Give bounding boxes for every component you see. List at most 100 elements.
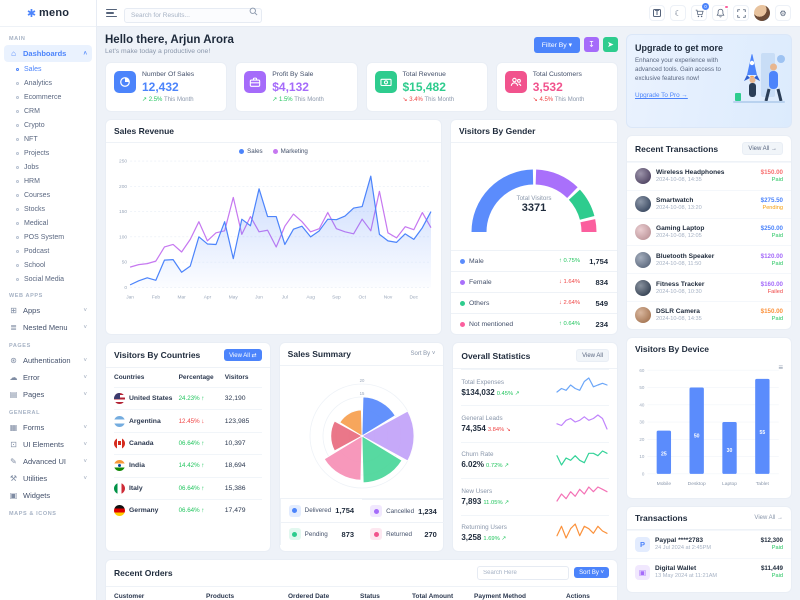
panel-title: Sales Revenue xyxy=(114,126,175,136)
country-row[interactable]: United States 24.23% ↑ 32,190 xyxy=(114,387,262,409)
product-name: Bluetooth Speaker xyxy=(656,252,715,260)
dark-mode-icon[interactable]: ☾ xyxy=(670,5,686,21)
transaction-item[interactable]: Bluetooth Speaker 2024-10-08, 11:50 $120… xyxy=(627,245,791,273)
bullet-icon xyxy=(16,263,19,267)
menu-icon: ⚒ xyxy=(9,474,18,483)
cart-icon[interactable]: 0 xyxy=(691,3,709,21)
column-header: Customer xyxy=(114,592,145,600)
device-bar-chart[interactable]: 0 10 20 30 40 50 60 25 Mobile 50 Desktop 30 Laptop 55… xyxy=(631,362,787,494)
search-input[interactable] xyxy=(124,7,262,23)
language-icon[interactable]: T xyxy=(649,5,665,21)
sales-revenue-chart[interactable]: 0 50 100 150 200 250 Jan Feb Mar Apr May Jun Jul Aug S… xyxy=(106,155,441,308)
menu-icon: ▦ xyxy=(9,423,18,432)
filter-by-button[interactable]: Filter By ▾ xyxy=(533,36,580,53)
transaction-item[interactable]: Fitness Tracker 2024-10-08, 10:30 $160.0… xyxy=(627,273,791,301)
sidebar-subitem[interactable]: School xyxy=(0,258,96,272)
sidebar-item[interactable]: ✎ Advanced UI ˅ xyxy=(4,453,92,470)
sidebar-item[interactable]: ⊞ Apps ˅ xyxy=(4,302,92,319)
column-header: Percentage xyxy=(178,374,214,381)
sidebar-subitem[interactable]: HRM xyxy=(0,174,96,188)
bullet-icon xyxy=(16,67,19,71)
stat-row-value: $134,032 xyxy=(461,387,495,397)
country-row[interactable]: Argentina 12.45% ↓ 123,985 xyxy=(114,409,262,431)
stat-change: ↘ 3.4% This Month xyxy=(402,97,455,103)
transaction-item[interactable]: DSLR Camera 2024-10-08, 14:35 $150.00 Pa… xyxy=(627,300,791,329)
sidebar-item[interactable]: ▦ Forms ˅ xyxy=(4,419,92,436)
sidebar-subitem[interactable]: POS System xyxy=(0,230,96,244)
sidebar-menu: MAIN ⌂ Dashboards ˄ Sales Analytics Ecom… xyxy=(0,27,96,517)
topbar-actions: T ☾ 0 ⚙ xyxy=(649,3,791,21)
transaction-status: Paid xyxy=(771,232,783,239)
sidebar-subitem[interactable]: Jobs xyxy=(0,160,96,174)
sidebar-item-label: Advanced UI xyxy=(23,457,66,466)
transaction-datetime: 13 May 2024 at 11:21AM xyxy=(655,573,718,580)
orders-sort-button[interactable]: Sort By ˅ xyxy=(574,567,609,579)
view-all-button[interactable]: View All xyxy=(576,349,610,362)
settings-icon[interactable]: ⚙ xyxy=(775,5,791,21)
sidebar-item[interactable]: ⊛ Authentication ˅ xyxy=(4,352,92,369)
svg-text:Mar: Mar xyxy=(178,294,187,300)
fullscreen-icon[interactable] xyxy=(733,5,749,21)
sidebar-subitem[interactable]: Medical xyxy=(0,216,96,230)
profile-avatar[interactable] xyxy=(754,5,770,21)
sidebar-subitem[interactable]: Crypto xyxy=(0,118,96,132)
country-row[interactable]: Italy 06.64% ↑ 15,386 xyxy=(114,476,262,499)
sidebar-item-dashboards[interactable]: ⌂ Dashboards ˄ xyxy=(4,45,92,62)
product-name: Wireless Headphones xyxy=(656,169,725,177)
column-header: Countries xyxy=(114,374,145,381)
transaction-datetime: 2024-10-08, 12:05 xyxy=(656,232,702,239)
menu-icon: ☁ xyxy=(9,373,18,382)
upgrade-pro-link[interactable]: Upgrade To Pro → xyxy=(635,91,688,99)
total-visitors-value: 3371 xyxy=(521,202,547,214)
sidebar-item[interactable]: ⚒ Utilities ˅ xyxy=(4,470,92,487)
app-logo[interactable]: ✱ meno xyxy=(0,0,96,27)
svg-text:May: May xyxy=(229,294,239,300)
sidebar-subitem[interactable]: Sales xyxy=(0,62,96,76)
transaction-item[interactable]: Smartwatch 2024-10-08, 13:20 $275.50 Pen… xyxy=(627,189,791,218)
transaction-item[interactable]: Wireless Headphones 2024-10-08, 14:35 $1… xyxy=(627,162,791,190)
notification-dot xyxy=(724,4,729,9)
sidebar-subitem[interactable]: Courses xyxy=(0,188,96,202)
sidebar-subitem[interactable]: Social Media xyxy=(0,272,96,286)
notifications-icon[interactable] xyxy=(712,4,729,21)
country-row[interactable]: Canada 06.64% ↑ 10,397 xyxy=(114,431,262,454)
country-row[interactable]: Germany 06.64% ↑ 17,479 xyxy=(114,498,262,521)
gender-gauge-chart[interactable] xyxy=(460,153,608,242)
sales-summary-chart[interactable]: 20 15 xyxy=(280,366,444,498)
view-all-button[interactable]: View All ⇄ xyxy=(224,349,262,361)
sidebar-subitem[interactable]: Projects xyxy=(0,146,96,160)
download-button[interactable]: ↧ xyxy=(584,37,599,52)
chart-menu-icon[interactable]: ≡ xyxy=(778,362,783,372)
transaction-item[interactable]: Gaming Laptop 2024-10-08, 12:05 $250.00 … xyxy=(627,217,791,246)
sort-by-button[interactable]: Sort By ˅ xyxy=(410,351,436,357)
sidebar-item[interactable]: ⊡ UI Elements ˅ xyxy=(4,436,92,453)
sidebar-item[interactable]: ≣ Nested Menu ˅ xyxy=(4,319,92,336)
view-all-link[interactable]: View All → xyxy=(754,514,783,521)
transaction-amount: $12,300 xyxy=(760,537,783,545)
payment-method-icon: ▣ xyxy=(635,564,650,580)
stat-row-value: 6.02% xyxy=(461,460,485,470)
sidebar-subitem[interactable]: Analytics xyxy=(0,76,96,90)
sidebar-subitem-label: HRM xyxy=(24,177,40,185)
transaction-item[interactable]: ▣ Digital Wallet 13 May 2024 at 11:21AM … xyxy=(627,557,791,586)
country-row[interactable]: India 14.42% ↑ 18,694 xyxy=(114,454,262,476)
stat-card-icon xyxy=(244,71,267,93)
orders-search-input[interactable] xyxy=(477,565,570,580)
stat-card: Total Revenue $15,482 ↘ 3.4% This Month xyxy=(365,62,488,112)
sidebar-subitem[interactable]: Stocks xyxy=(0,202,96,216)
sidebar-subitem[interactable]: Ecommerce xyxy=(0,90,96,104)
sidebar-subitem[interactable]: Podcast xyxy=(0,244,96,258)
sidebar-subitem[interactable]: CRM xyxy=(0,104,96,118)
svg-text:100: 100 xyxy=(119,234,127,240)
view-all-button[interactable]: View All → xyxy=(742,142,783,155)
transaction-item[interactable]: P Paypal ****2783 24 Jul 2024 at 2:45PM … xyxy=(627,529,791,558)
svg-text:60: 60 xyxy=(639,368,645,373)
menu-toggle-icon[interactable] xyxy=(106,8,117,18)
sidebar-subitem[interactable]: NFT xyxy=(0,132,96,146)
sidebar-item[interactable]: ▣ Widgets xyxy=(4,487,92,504)
column-header: Total Amount xyxy=(412,592,454,600)
product-image xyxy=(635,279,651,296)
sidebar-item[interactable]: ▤ Pages ˅ xyxy=(4,386,92,403)
share-button[interactable]: ➤ xyxy=(603,37,618,52)
sidebar-item[interactable]: ☁ Error ˅ xyxy=(4,369,92,386)
